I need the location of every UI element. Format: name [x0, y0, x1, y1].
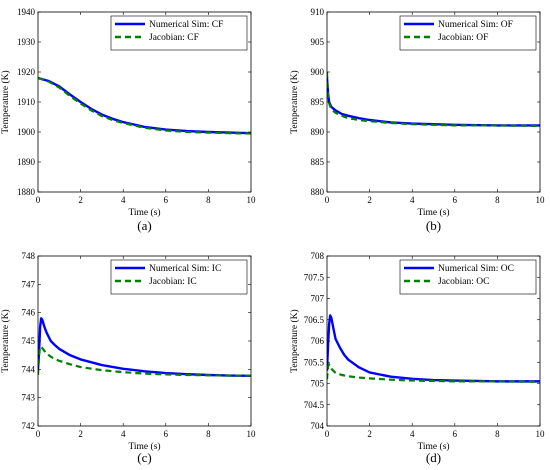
x-tick-label: 2 — [78, 195, 83, 205]
x-tick-label: 8 — [206, 195, 211, 205]
x-tick-label: 0 — [325, 429, 330, 439]
x-axis-label: Time (s) — [417, 207, 449, 218]
chart-panel-4: 0 2 4 6 8 10 704 704.5 705 705.5 706 706.5 707 707.5 7… — [289, 251, 545, 465]
series-line-jacobian — [38, 76, 251, 135]
x-tick-label: 0 — [325, 195, 330, 205]
x-axis-label: Time (s) — [128, 441, 160, 452]
legend-label: Numerical Sim: OC — [438, 264, 514, 274]
y-tick-label: 745 — [22, 336, 36, 346]
y-tick-label: 1890 — [17, 157, 36, 167]
series-line-jacobian — [38, 345, 251, 377]
x-tick-label: 2 — [367, 429, 372, 439]
y-tick-label: 1910 — [17, 97, 36, 107]
y-axis-label: Temperature (K) — [289, 70, 300, 133]
y-axis-label: Temperature (K) — [289, 309, 300, 372]
y-tick-label: 746 — [22, 308, 36, 318]
legend: Numerical Sim: IC Jacobian: IC — [110, 259, 248, 295]
y-tick-label: 885 — [311, 157, 325, 167]
y-tick-label: 890 — [311, 127, 325, 137]
panel-caption: (c) — [137, 450, 151, 465]
x-tick-label: 10 — [536, 429, 546, 439]
x-tick-label: 4 — [121, 429, 126, 439]
x-tick-label: 10 — [247, 429, 257, 439]
x-tick-label: 6 — [453, 195, 458, 205]
y-tick-label: 744 — [22, 364, 36, 374]
series-line-numerical — [327, 77, 540, 127]
x-tick-label: 0 — [36, 195, 41, 205]
y-tick-label: 1940 — [17, 7, 36, 17]
legend-label: Jacobian: OC — [438, 277, 489, 287]
series-line-numerical — [38, 76, 251, 135]
y-axis-label: Temperature (K) — [0, 70, 11, 133]
x-tick-label: 4 — [410, 429, 415, 439]
legend-label: Jacobian: CF — [149, 33, 199, 43]
x-tick-label: 8 — [495, 429, 500, 439]
y-axis-label: Temperature (K) — [0, 309, 11, 372]
legend-box — [110, 259, 248, 295]
y-tick-label: 1900 — [17, 127, 36, 137]
legend-box — [110, 15, 248, 51]
panel-caption: (d) — [426, 450, 441, 465]
legend: Numerical Sim: OC Jacobian: OC — [399, 259, 537, 295]
x-tick-label: 10 — [247, 195, 257, 205]
panel-caption: (b) — [426, 218, 441, 233]
y-tick-label: 900 — [311, 67, 325, 77]
legend-label: Jacobian: OF — [438, 33, 488, 43]
x-tick-label: 8 — [206, 429, 211, 439]
y-tick-label: 748 — [22, 251, 36, 261]
legend: Numerical Sim: OF Jacobian: OF — [399, 15, 537, 51]
y-tick-label: 708 — [311, 251, 325, 261]
series-line-jacobian — [327, 71, 540, 128]
y-tick-label: 707.5 — [304, 272, 325, 282]
chart-panel-3: 0 2 4 6 8 10 742 743 744 745 746 747 748 Time (s) Temp… — [0, 251, 256, 465]
y-tick-label: 895 — [311, 97, 325, 107]
y-tick-label: 1880 — [17, 187, 36, 197]
x-tick-label: 10 — [536, 195, 546, 205]
y-tick-label: 1920 — [17, 67, 36, 77]
y-tick-label: 1930 — [17, 37, 36, 47]
y-tick-label: 747 — [22, 279, 36, 289]
chart-panel-2: 0 2 4 6 8 10 880 885 890 895 900 905 910 Time (s) Temp… — [289, 7, 545, 233]
x-tick-label: 2 — [78, 429, 83, 439]
y-tick-label: 706.5 — [304, 315, 325, 325]
series-line-numerical — [38, 317, 251, 378]
y-tick-label: 705 — [311, 379, 325, 389]
x-tick-label: 2 — [367, 195, 372, 205]
y-tick-label: 704 — [311, 421, 325, 431]
x-tick-label: 6 — [164, 195, 169, 205]
legend-label: Numerical Sim: OF — [438, 20, 513, 30]
y-tick-label: 742 — [22, 421, 36, 431]
legend-label: Numerical Sim: CF — [149, 20, 223, 30]
y-tick-label: 880 — [311, 187, 325, 197]
legend-box — [399, 15, 537, 51]
y-tick-label: 706 — [311, 336, 325, 346]
y-tick-label: 910 — [311, 7, 325, 17]
y-tick-label: 704.5 — [304, 400, 325, 410]
chart-panel-1: 0 2 4 6 8 10 1880 1890 1900 1910 1920 1930 1940 Time … — [0, 7, 256, 233]
panel-caption: (a) — [137, 218, 151, 233]
legend-label: Numerical Sim: IC — [149, 264, 221, 274]
x-tick-label: 4 — [121, 195, 126, 205]
y-tick-label: 705.5 — [304, 357, 325, 367]
x-tick-label: 0 — [36, 429, 41, 439]
x-axis-label: Time (s) — [417, 441, 449, 452]
legend-label: Jacobian: IC — [149, 277, 197, 287]
y-tick-label: 743 — [22, 393, 36, 403]
series-line-numerical — [327, 314, 540, 383]
y-tick-label: 707 — [311, 294, 325, 304]
x-tick-label: 6 — [453, 429, 458, 439]
x-tick-label: 4 — [410, 195, 415, 205]
legend-box — [399, 259, 537, 295]
y-tick-label: 905 — [311, 37, 325, 47]
legend: Numerical Sim: CF Jacobian: CF — [110, 15, 248, 51]
x-tick-label: 8 — [495, 195, 500, 205]
x-axis-label: Time (s) — [128, 207, 160, 218]
x-tick-label: 6 — [164, 429, 169, 439]
